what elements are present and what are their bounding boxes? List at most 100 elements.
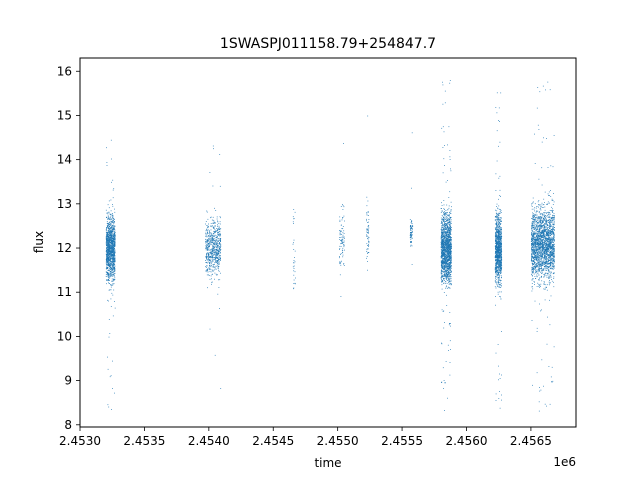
data-point xyxy=(210,236,212,238)
data-point xyxy=(447,275,449,277)
data-point xyxy=(441,208,442,209)
data-point xyxy=(496,270,498,272)
data-point xyxy=(217,262,219,264)
data-point xyxy=(410,229,411,231)
data-point xyxy=(111,278,113,280)
data-point xyxy=(500,259,502,261)
data-point xyxy=(341,236,343,238)
data-point xyxy=(218,250,219,252)
data-point xyxy=(108,222,110,224)
data-point xyxy=(445,240,447,242)
data-point xyxy=(343,263,344,265)
data-point xyxy=(217,251,219,253)
data-point xyxy=(112,179,114,181)
data-point xyxy=(411,222,412,224)
data-point xyxy=(447,259,449,261)
data-point xyxy=(111,274,113,275)
data-point xyxy=(499,284,501,285)
data-point xyxy=(111,249,112,251)
data-point xyxy=(205,233,207,235)
data-point xyxy=(342,252,344,254)
data-point xyxy=(213,264,215,266)
data-point xyxy=(341,241,343,242)
data-point xyxy=(211,238,213,240)
data-point xyxy=(444,250,446,251)
data-point xyxy=(446,262,448,264)
data-point xyxy=(495,247,496,249)
data-point xyxy=(110,249,112,250)
data-point xyxy=(445,382,446,384)
data-point xyxy=(209,234,211,236)
data-point xyxy=(220,272,221,274)
data-point xyxy=(440,240,442,242)
data-point xyxy=(444,261,446,263)
data-point xyxy=(495,228,497,230)
data-point xyxy=(448,263,450,265)
data-point xyxy=(108,207,110,209)
data-point xyxy=(113,241,114,243)
data-point xyxy=(496,214,498,216)
data-point xyxy=(213,248,215,250)
data-point xyxy=(447,249,449,251)
data-point xyxy=(499,266,500,267)
data-point xyxy=(449,374,451,376)
data-point xyxy=(448,227,449,229)
data-point xyxy=(442,172,444,174)
data-point xyxy=(499,241,501,243)
data-point xyxy=(498,253,500,255)
data-point xyxy=(442,233,444,234)
data-point xyxy=(450,264,452,266)
data-point xyxy=(220,388,222,389)
data-point xyxy=(448,278,450,279)
data-point xyxy=(219,221,221,223)
data-point xyxy=(445,227,447,229)
data-point xyxy=(107,225,109,226)
data-point xyxy=(494,281,496,282)
data-point xyxy=(213,223,214,224)
data-point xyxy=(109,239,111,240)
data-point xyxy=(441,215,443,216)
data-point xyxy=(113,218,115,220)
data-point xyxy=(441,230,443,232)
data-point xyxy=(446,279,448,281)
data-point xyxy=(500,260,502,261)
data-point xyxy=(212,258,214,260)
data-point xyxy=(366,218,367,220)
data-point xyxy=(108,276,110,278)
data-point xyxy=(497,237,499,239)
data-point xyxy=(107,239,109,241)
data-point xyxy=(107,258,109,259)
data-point xyxy=(445,255,447,256)
data-point xyxy=(498,224,499,225)
data-point xyxy=(440,278,442,280)
data-point xyxy=(500,256,502,257)
data-point xyxy=(220,249,222,250)
data-point xyxy=(443,131,445,133)
data-point xyxy=(449,251,450,253)
data-point xyxy=(220,233,221,235)
data-point xyxy=(211,252,213,254)
data-point xyxy=(497,250,499,252)
data-point xyxy=(109,243,111,245)
data-point xyxy=(208,275,210,276)
data-point xyxy=(552,261,553,263)
data-point xyxy=(447,250,449,252)
data-point xyxy=(500,280,501,282)
data-point xyxy=(446,257,448,259)
data-point xyxy=(206,271,208,273)
data-point xyxy=(109,250,111,252)
data-point xyxy=(441,235,442,237)
data-point xyxy=(214,243,216,244)
data-point xyxy=(447,397,448,399)
data-point xyxy=(410,225,412,227)
data-point xyxy=(339,245,341,247)
data-point xyxy=(340,233,342,235)
data-point xyxy=(447,254,449,256)
data-point xyxy=(109,258,111,260)
data-point xyxy=(218,243,220,245)
data-point xyxy=(448,222,450,224)
data-point xyxy=(219,249,221,251)
data-point xyxy=(212,250,213,251)
data-point xyxy=(217,235,218,237)
